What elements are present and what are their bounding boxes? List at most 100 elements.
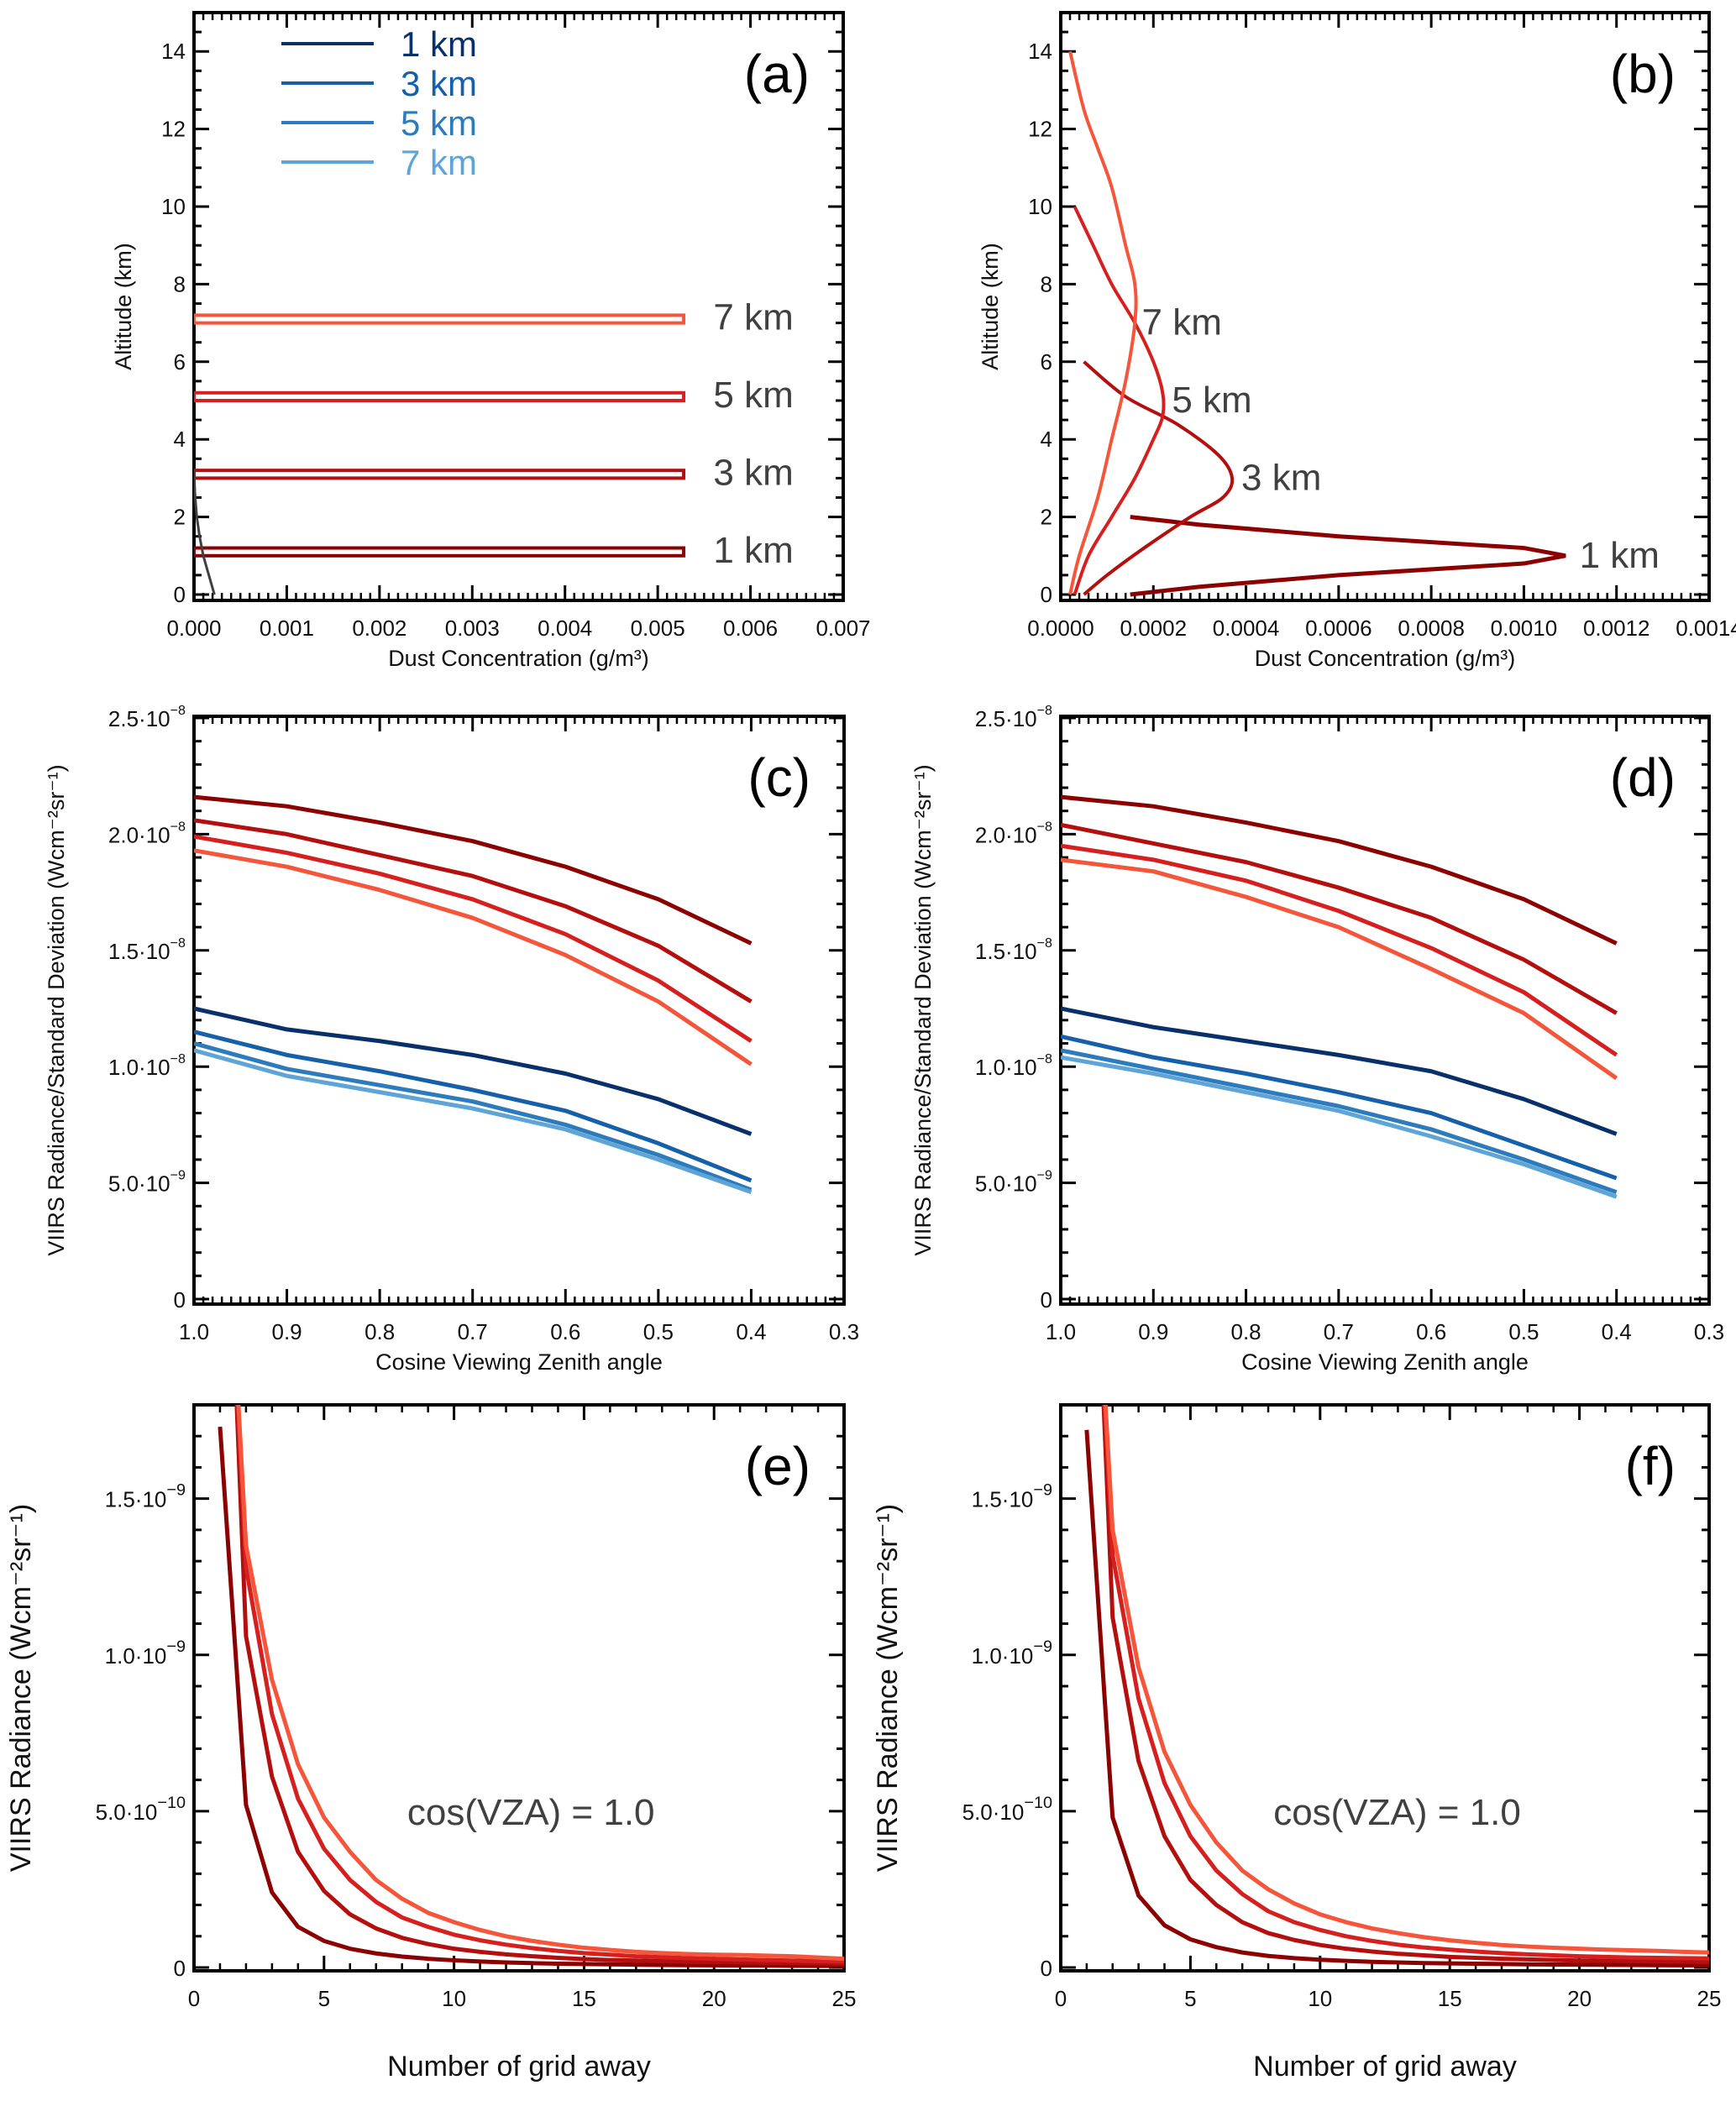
legend-label: 5 km bbox=[401, 103, 477, 143]
series-line-radiance-3-km bbox=[194, 818, 753, 1003]
layer-box-1km bbox=[194, 546, 686, 558]
panel-a: 0.000 0.001 0.002 0.003 0.004 0.005 0.006 0.007… bbox=[111, 11, 871, 671]
plot-area bbox=[1068, 50, 1566, 597]
x-tick-label: 20 bbox=[1567, 1986, 1592, 2011]
x-tick-label: 5 bbox=[318, 1986, 330, 2011]
series-line-std-7-km bbox=[1061, 1055, 1618, 1199]
y-tick-mantissa: 1.5·10 bbox=[975, 939, 1037, 964]
y-tick-label: 2.5·10−8 bbox=[975, 703, 1052, 731]
y-axis-title: Altitude (km) bbox=[978, 243, 1003, 370]
y-tick-exponent: −8 bbox=[1037, 1051, 1052, 1066]
y-tick-mantissa: 0 bbox=[174, 1956, 186, 1981]
y-tick-exponent: −10 bbox=[157, 1794, 186, 1812]
profile-line-3km bbox=[1083, 360, 1235, 596]
y-tick-label: 0 bbox=[174, 1287, 186, 1312]
x-tick-label: 0.0008 bbox=[1398, 616, 1465, 641]
y-tick-label: 0 bbox=[1041, 582, 1052, 607]
legend-label: 3 km bbox=[401, 64, 477, 103]
x-tick-label: 10 bbox=[442, 1986, 466, 2011]
y-tick-label: 8 bbox=[1041, 271, 1052, 296]
x-tick-label: 0.4 bbox=[736, 1319, 766, 1344]
plot-frame bbox=[192, 1403, 846, 1973]
y-tick-label: 8 bbox=[174, 271, 186, 296]
y-tick-label: 1.0·10−8 bbox=[108, 1051, 186, 1080]
y-tick-mantissa: 2.5·10 bbox=[108, 706, 170, 731]
x-tick-label: 1.0 bbox=[179, 1319, 209, 1344]
y-tick-exponent: −9 bbox=[1033, 1637, 1052, 1656]
x-tick-label: 0.5 bbox=[643, 1319, 674, 1344]
y-tick-mantissa: 1.5·10 bbox=[108, 939, 170, 964]
layer-box-7km bbox=[194, 313, 686, 325]
series-line-5-km bbox=[1102, 1405, 1709, 1961]
vza-annotation: cos(VZA) = 1.0 bbox=[1273, 1792, 1521, 1833]
plot-frame bbox=[1059, 1403, 1711, 1973]
y-tick-mantissa: 1.0·10 bbox=[972, 1643, 1034, 1669]
plot-area bbox=[1061, 794, 1618, 1199]
y-axis-title: VIIRS Radiance/Standard Deviation (Wcm⁻²… bbox=[44, 764, 69, 1255]
y-tick-mantissa: 1.5·10 bbox=[972, 1487, 1034, 1512]
x-tick-label: 0.006 bbox=[723, 616, 778, 641]
y-tick-mantissa: 2.0·10 bbox=[108, 822, 170, 847]
legend-label: 7 km bbox=[401, 143, 477, 182]
panel-label: (b) bbox=[1610, 44, 1676, 104]
profile-annotation: 7 km bbox=[1142, 302, 1222, 343]
y-tick-mantissa: 5.0·10 bbox=[975, 1171, 1037, 1197]
x-tick-label: 0.9 bbox=[1138, 1319, 1168, 1344]
series-line-std-1-km bbox=[1061, 1006, 1618, 1136]
y-tick-label: 12 bbox=[1028, 117, 1052, 142]
series-line-3-km bbox=[234, 1405, 844, 1967]
y-tick-mantissa: 0 bbox=[174, 1287, 186, 1312]
layer-annotation: 5 km bbox=[713, 375, 793, 416]
layer-annotation: 3 km bbox=[713, 452, 793, 493]
layer-box-5km bbox=[194, 390, 686, 403]
y-tick-mantissa: 5.0·10 bbox=[96, 1800, 158, 1825]
y-tick-label: 0 bbox=[1041, 1956, 1052, 1981]
panel-label: (a) bbox=[744, 44, 810, 104]
y-tick-label: 2 bbox=[1041, 505, 1052, 530]
y-tick-exponent: −9 bbox=[170, 1168, 186, 1183]
y-tick-mantissa: 1.0·10 bbox=[108, 1055, 170, 1080]
x-tick-label: 5 bbox=[1184, 1986, 1196, 2011]
y-tick-exponent: −8 bbox=[1037, 935, 1052, 951]
series-line-std-3-km bbox=[1061, 1034, 1618, 1181]
y-tick-label: 4 bbox=[174, 427, 186, 452]
legend-label: 1 km bbox=[401, 24, 477, 64]
panel-label: (f) bbox=[1625, 1436, 1676, 1496]
y-tick-label: 5.0·10−9 bbox=[108, 1168, 186, 1197]
plot-frame bbox=[192, 715, 846, 1306]
y-tick-mantissa: 1.0·10 bbox=[975, 1055, 1037, 1080]
y-axis-title: VIIRS Radiance/Standard Deviation (Wcm⁻²… bbox=[910, 764, 936, 1255]
profile-line-7km bbox=[1068, 50, 1138, 595]
y-tick-exponent: −9 bbox=[1033, 1481, 1052, 1500]
profile-line-1km bbox=[1130, 515, 1566, 597]
series-line-std-7-km bbox=[194, 1048, 753, 1195]
y-tick-label: 2 bbox=[174, 505, 186, 530]
y-tick-label: 0 bbox=[174, 1956, 186, 1981]
y-tick-label: 14 bbox=[161, 39, 186, 64]
profile-annotation: 1 km bbox=[1580, 535, 1660, 576]
y-tick-label: 14 bbox=[1028, 39, 1052, 64]
x-tick-label: 0.0002 bbox=[1120, 616, 1188, 641]
x-tick-label: 0.5 bbox=[1508, 1319, 1539, 1344]
x-tick-label: 0.0012 bbox=[1583, 616, 1650, 641]
panel-label: (c) bbox=[747, 747, 810, 808]
y-tick-label: 0 bbox=[1041, 1287, 1052, 1312]
plot-area bbox=[194, 794, 753, 1195]
x-tick-label: 15 bbox=[1438, 1986, 1462, 2011]
panel-label: (d) bbox=[1610, 747, 1676, 808]
x-tick-label: 15 bbox=[572, 1986, 596, 2011]
background-profile-line bbox=[194, 470, 216, 595]
x-tick-label: 0.3 bbox=[1694, 1319, 1724, 1344]
panel-c: 1.0 0.9 0.8 0.7 0.6 0.5 0.4 0.305.0·10−91.0·10−… bbox=[44, 703, 859, 1375]
x-tick-label: 0.6 bbox=[1416, 1319, 1446, 1344]
y-tick-mantissa: 1.5·10 bbox=[105, 1487, 167, 1512]
x-tick-label: 0.002 bbox=[352, 616, 406, 641]
x-tick-label: 25 bbox=[1697, 1986, 1722, 2011]
y-tick-label: 5.0·10−10 bbox=[96, 1794, 186, 1825]
panel-label: (e) bbox=[745, 1436, 810, 1496]
y-tick-label: 2.5·10−8 bbox=[108, 703, 186, 731]
series-line-std-3-km bbox=[194, 1030, 753, 1183]
x-tick-label: 0.001 bbox=[260, 616, 314, 641]
y-tick-label: 6 bbox=[1041, 349, 1052, 375]
